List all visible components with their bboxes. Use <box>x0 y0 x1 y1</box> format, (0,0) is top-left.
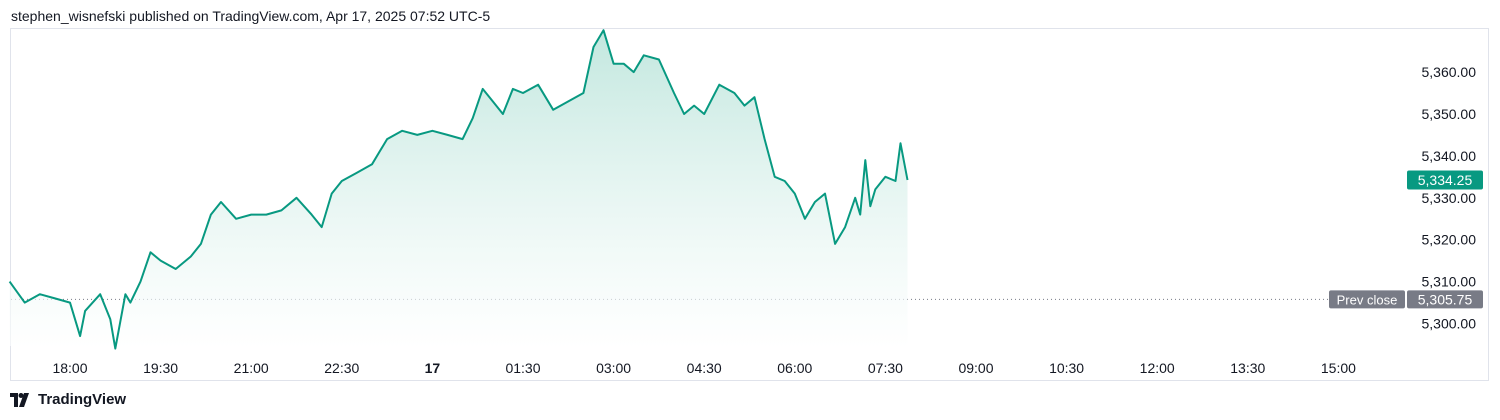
x-tick-label: 19:30 <box>143 360 178 376</box>
prev-close-badge <box>1329 290 1405 309</box>
tradingview-logo-icon[interactable] <box>10 392 32 407</box>
x-tick-label: 07:30 <box>868 360 903 376</box>
x-tick-label: 13:30 <box>1230 360 1265 376</box>
x-tick-label: 01:30 <box>505 360 540 376</box>
attribution-text: stephen_wisnefski published on TradingVi… <box>11 8 491 24</box>
prev-close-value-badge <box>1407 290 1483 309</box>
brand-name[interactable]: TradingView <box>38 391 127 408</box>
x-tick-label: 10:30 <box>1049 360 1084 376</box>
x-tick-label: 06:00 <box>777 360 812 376</box>
y-tick-label: 5,310.00 <box>1422 274 1477 290</box>
y-tick-label: 5,340.00 <box>1422 148 1477 164</box>
prev-close-value: 5,305.75 <box>1418 291 1473 307</box>
prev-close-label: Prev close 5,305.75 <box>1329 290 1483 309</box>
x-tick-label: 04:30 <box>687 360 722 376</box>
y-tick-label: 5,300.00 <box>1422 316 1477 332</box>
x-axis: 18:00 19:30 21:00 22:30 17 01:30 03:00 04:30 06:… <box>52 360 1356 376</box>
x-tick-label: 03:00 <box>596 360 631 376</box>
x-tick-label: 22:30 <box>324 360 359 376</box>
y-tick-label: 5,350.00 <box>1422 106 1477 122</box>
y-tick-label: 5,330.00 <box>1422 190 1477 206</box>
y-axis: 5,360.00 5,350.00 5,340.00 5,330.00 5,320.00… <box>1422 64 1477 331</box>
x-tick-label: 17 <box>425 360 441 376</box>
chart-frame <box>10 28 1489 381</box>
price-series-line <box>8 29 909 350</box>
last-price-label: 5,334.25 <box>1407 170 1483 190</box>
y-tick-label: 5,360.00 <box>1422 64 1477 80</box>
x-tick-label: 15:00 <box>1321 360 1356 376</box>
prev-close-text: Prev close <box>1337 292 1398 307</box>
footer: TradingView <box>10 391 126 408</box>
x-tick-label: 09:00 <box>958 360 993 376</box>
last-price-badge <box>1407 170 1483 190</box>
last-price-value: 5,334.25 <box>1418 172 1473 188</box>
x-tick-label: 21:00 <box>234 360 269 376</box>
y-tick-label: 5,320.00 <box>1422 232 1477 248</box>
x-tick-label: 18:00 <box>52 360 87 376</box>
x-tick-label: 12:00 <box>1140 360 1175 376</box>
price-area-fill <box>9 30 908 349</box>
